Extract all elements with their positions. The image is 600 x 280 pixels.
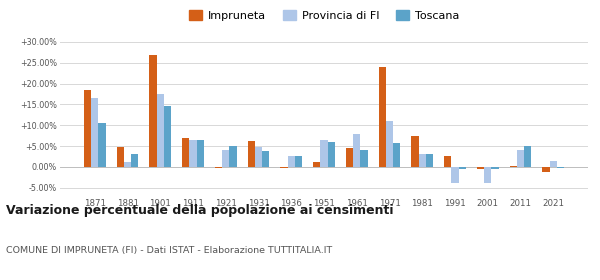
Bar [280, 167, 287, 168]
Bar [124, 162, 131, 167]
Bar [509, 166, 517, 167]
Bar [84, 90, 91, 167]
Bar [313, 162, 320, 167]
Bar [491, 167, 499, 169]
Bar [222, 150, 229, 167]
Bar [386, 121, 393, 167]
Bar [262, 151, 269, 167]
Bar [295, 156, 302, 167]
Bar [255, 147, 262, 167]
Bar [477, 167, 484, 169]
Bar [393, 143, 400, 167]
Bar [117, 147, 124, 167]
Bar [484, 167, 491, 183]
Bar [149, 55, 157, 167]
Bar [346, 148, 353, 167]
Bar [328, 142, 335, 167]
Bar [524, 146, 531, 167]
Text: COMUNE DI IMPRUNETA (FI) - Dati ISTAT - Elaborazione TUTTITALIA.IT: COMUNE DI IMPRUNETA (FI) - Dati ISTAT - … [6, 246, 332, 255]
Bar [182, 138, 190, 167]
Bar [190, 140, 197, 167]
Bar [91, 98, 98, 167]
Bar [412, 136, 419, 167]
Bar [444, 156, 451, 167]
Bar [379, 67, 386, 167]
Bar [197, 140, 204, 167]
Legend: Impruneta, Provincia di FI, Toscana: Impruneta, Provincia di FI, Toscana [185, 6, 463, 25]
Bar [131, 154, 139, 167]
Bar [248, 141, 255, 167]
Bar [98, 123, 106, 167]
Bar [557, 167, 564, 168]
Bar [458, 167, 466, 169]
Bar [215, 167, 222, 168]
Bar [517, 150, 524, 167]
Bar [164, 106, 171, 167]
Bar [229, 146, 236, 167]
Text: Variazione percentuale della popolazione ai censimenti: Variazione percentuale della popolazione… [6, 204, 394, 217]
Bar [542, 167, 550, 172]
Bar [320, 140, 328, 167]
Bar [287, 156, 295, 167]
Bar [550, 162, 557, 167]
Bar [361, 150, 368, 167]
Bar [353, 134, 361, 167]
Bar [419, 153, 426, 167]
Bar [426, 154, 433, 167]
Bar [451, 167, 458, 183]
Bar [157, 94, 164, 167]
